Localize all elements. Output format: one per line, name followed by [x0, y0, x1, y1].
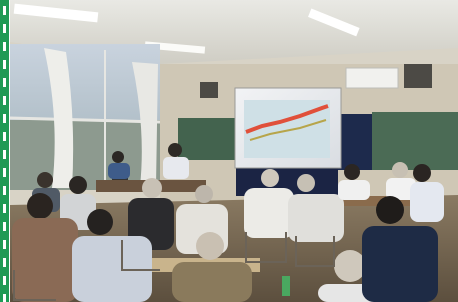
- speaker: [200, 82, 218, 98]
- photo-frame: [0, 0, 458, 302]
- chalkboard: [372, 112, 458, 170]
- wall-panel: [338, 114, 372, 170]
- bottle: [282, 276, 290, 296]
- air-conditioner: [346, 68, 398, 88]
- chalkboard: [178, 118, 236, 160]
- speaker: [404, 64, 432, 88]
